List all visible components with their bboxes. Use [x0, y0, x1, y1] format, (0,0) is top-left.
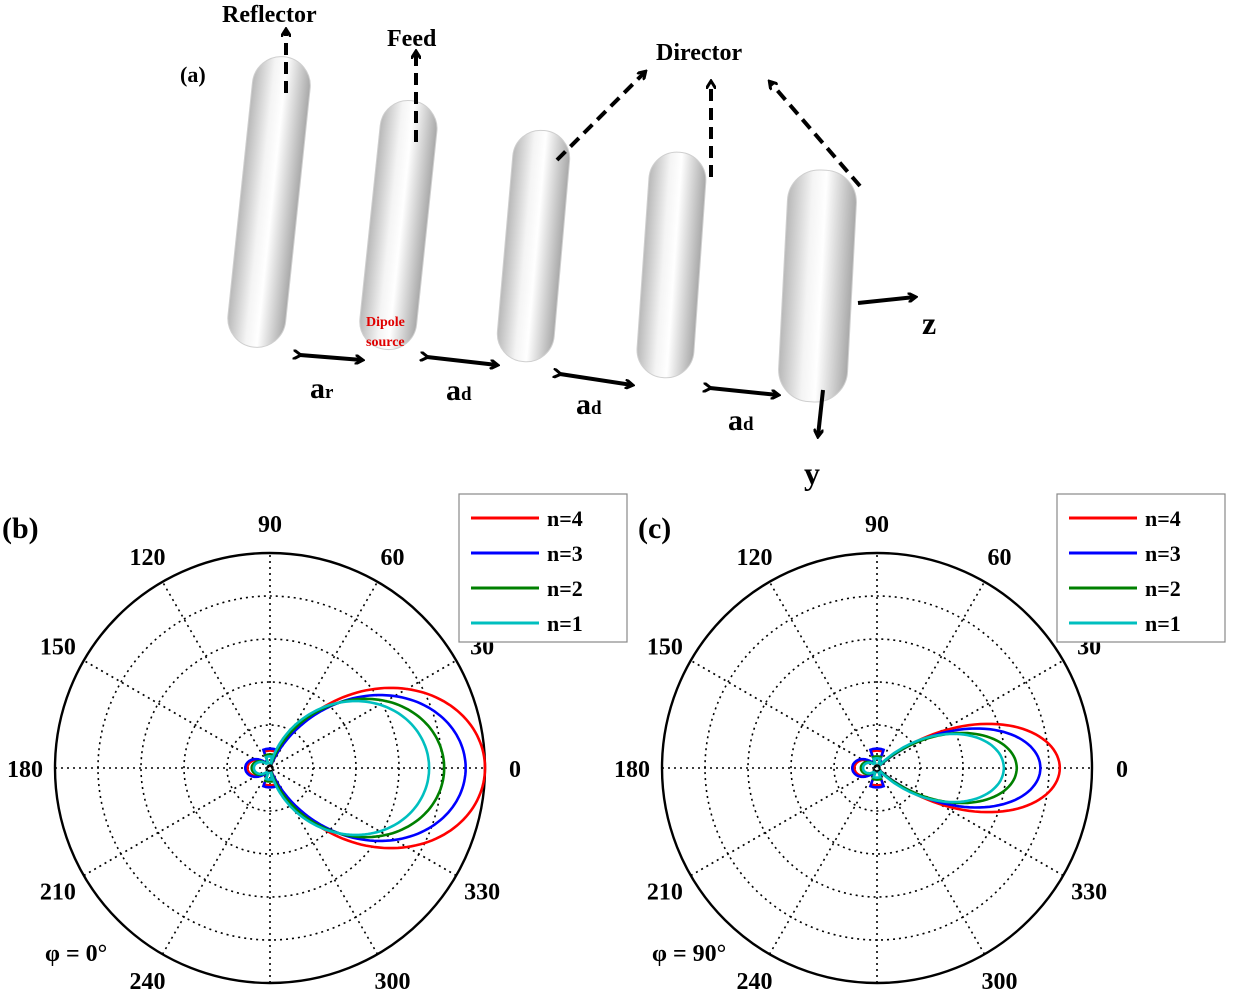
pointer-arrows: [286, 30, 862, 188]
angle-label: 60: [988, 545, 1012, 571]
angle-label: 300: [982, 969, 1018, 995]
axis-y-label: y: [804, 455, 820, 491]
axis-arrows: [818, 297, 915, 436]
grid-ring: [226, 724, 314, 812]
label-reflector: Reflector: [222, 2, 317, 28]
label-dipole-line2: source: [366, 335, 405, 350]
angle-label: 210: [40, 880, 76, 906]
grid-ring: [97, 595, 443, 941]
rod-director-2: [636, 151, 707, 379]
phi-label: φ = 0°: [45, 941, 107, 967]
angle-label: 180: [7, 757, 43, 783]
pattern-series-n=1: [861, 732, 1006, 804]
angle-label: 300: [375, 969, 411, 995]
angle-label: 150: [647, 635, 683, 661]
angle-label: 90: [865, 512, 889, 538]
angle-label: 60: [381, 545, 405, 571]
angle-label: 120: [130, 545, 166, 571]
legend-entry: n=1: [1145, 611, 1181, 636]
spacing-arrow-d2: [560, 374, 632, 385]
y-axis-arrow: [818, 389, 825, 436]
rod-director-1: [496, 129, 571, 363]
panel-tag: (b): [2, 512, 39, 545]
polar-outer-circle: [660, 551, 1094, 985]
grid-ring: [140, 638, 400, 898]
legend-box: [458, 493, 628, 643]
spacing-arrows: [300, 355, 778, 395]
z-axis-arrow: [857, 297, 915, 305]
polar-plot-b: 0306090120150180210240270300330n=4n=3n=2…: [2, 493, 628, 995]
panel-tag: (c): [638, 512, 671, 545]
spacing-arrow-d3: [710, 388, 778, 395]
angle-label: 0: [509, 757, 521, 783]
pattern-series-n=1: [252, 699, 431, 837]
legend-entry: n=4: [547, 506, 583, 531]
legend-entry: n=4: [1145, 506, 1181, 531]
director-arrow-1: [555, 72, 645, 162]
spacing-label-2: ad: [446, 374, 472, 407]
grid-ring: [704, 595, 1050, 941]
angle-label: 240: [737, 969, 773, 995]
polar-outer-circle: [53, 551, 487, 985]
panel-a: (a) Reflector Feed Director Dipole s: [180, 2, 936, 491]
rod-reflector: [227, 56, 311, 348]
grid-ring: [790, 681, 964, 855]
angle-label: 180: [614, 757, 650, 783]
label-dipole-line1: Dipole: [366, 315, 405, 330]
axis-z-label: z: [922, 305, 936, 341]
grid-ring: [183, 681, 357, 855]
spacing-label-4: ad: [728, 404, 754, 437]
polar-plot-c: 0306090120150180210240270300330n=4n=3n=2…: [614, 493, 1226, 995]
legend-entry: n=1: [547, 611, 583, 636]
legend: n=4 n=3 n=2 n=1: [1056, 493, 1226, 643]
spacing-label-3: ad: [576, 388, 602, 421]
angle-label: 120: [737, 545, 773, 571]
angle-label: 150: [40, 635, 76, 661]
angle-label: 330: [1071, 880, 1107, 906]
rod-director-3: [778, 169, 857, 403]
director-arrow-3: [770, 82, 862, 188]
panel-a-tag: (a): [180, 62, 206, 87]
angle-label: 330: [464, 880, 500, 906]
rod-feed: [359, 100, 438, 351]
polar-center: [266, 764, 274, 772]
angle-label: 240: [130, 969, 166, 995]
grid-ring: [833, 724, 921, 812]
angle-label: 210: [647, 880, 683, 906]
legend: n=4 n=3 n=2 n=1: [458, 493, 628, 643]
legend-box: [1056, 493, 1226, 643]
grid-ring: [747, 638, 1007, 898]
spacing-arrow-r: [300, 355, 362, 360]
phi-label: φ = 90°: [652, 941, 726, 967]
angle-label: 90: [258, 512, 282, 538]
pattern-series-n=2: [250, 697, 446, 839]
pattern-series-n=3: [244, 693, 467, 843]
spacing-arrow-d1: [427, 357, 497, 365]
angle-label: 0: [1116, 757, 1128, 783]
legend-entry: n=2: [1145, 576, 1181, 601]
label-director: Director: [656, 40, 743, 66]
legend-entry: n=2: [547, 576, 583, 601]
label-feed: Feed: [387, 26, 437, 52]
legend-entry: n=3: [1145, 541, 1181, 566]
polar-center: [873, 764, 881, 772]
legend-entry: n=3: [547, 541, 583, 566]
spacing-label-1: ar: [310, 372, 334, 405]
